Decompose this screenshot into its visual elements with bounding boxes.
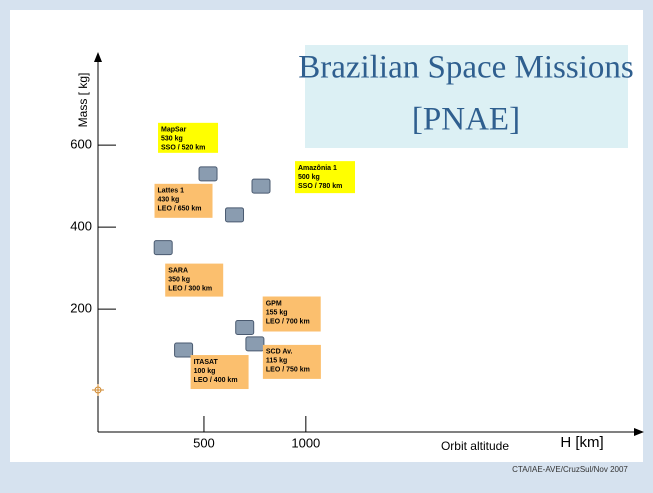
label-box	[158, 122, 219, 153]
y-axis-label: Mass [ kg]	[76, 73, 90, 128]
satellite-icon	[153, 240, 173, 256]
x-unit-label: H [km]	[560, 434, 603, 451]
point-x-label: SSO / 520 km	[161, 145, 205, 152]
point-name: Lattes 1	[158, 188, 185, 195]
point-value-label: 530 kg	[161, 136, 183, 143]
label-box	[154, 183, 213, 218]
point-name: SARA	[168, 267, 188, 274]
origin-marker	[92, 384, 104, 396]
x-tick-label: 1000	[291, 435, 320, 450]
label-box	[190, 355, 249, 390]
satellite-icon	[198, 166, 218, 182]
title-box	[305, 45, 628, 148]
point-value-label: 500 kg	[298, 174, 320, 181]
footer: CTA/IAE-AVE/CruzSul/Nov 2007	[512, 465, 628, 474]
chart-title: Brazilian Space Missions	[298, 50, 633, 86]
point-value-label: 350 kg	[168, 276, 190, 283]
x-arrow	[634, 428, 644, 436]
label-box	[295, 161, 356, 194]
point-x-label: LEO / 750 km	[266, 367, 310, 374]
point-x-label: LEO / 650 km	[158, 206, 202, 213]
label-box	[165, 263, 224, 297]
satellite-icon	[245, 336, 265, 352]
x-tick-label: 500	[193, 435, 215, 450]
y-tick-label: 600	[70, 137, 92, 152]
point-x-label: LEO / 400 km	[194, 377, 238, 384]
y-arrow	[94, 52, 102, 62]
chart-subtitle: [PNAE]	[412, 102, 520, 138]
point-value-label: 430 kg	[158, 197, 180, 204]
y-tick-label: 400	[70, 219, 92, 234]
point-name: Amazônia 1	[298, 165, 337, 172]
satellite-icon	[225, 207, 245, 223]
point-name: ITASAT	[194, 359, 219, 366]
point-x-label: LEO / 700 km	[266, 318, 310, 325]
satellite-icon	[235, 320, 255, 336]
point-value-label: 115 kg	[266, 358, 287, 365]
point-name: SCD Av.	[266, 349, 293, 356]
point-x-label: SSO / 780 km	[298, 183, 342, 190]
point-value-label: 100 kg	[194, 368, 216, 375]
point-name: MapSar	[161, 127, 187, 134]
y-tick-label: 200	[70, 301, 92, 316]
label-box	[262, 296, 321, 332]
satellite-icon	[174, 342, 194, 358]
label-box	[262, 344, 321, 379]
x-axis-label: Orbit altitude	[441, 439, 509, 453]
point-name: GPM	[266, 300, 282, 307]
point-value-label: 155 kg	[266, 309, 288, 316]
point-x-label: LEO / 300 km	[168, 285, 212, 292]
satellite-icon	[251, 178, 271, 194]
